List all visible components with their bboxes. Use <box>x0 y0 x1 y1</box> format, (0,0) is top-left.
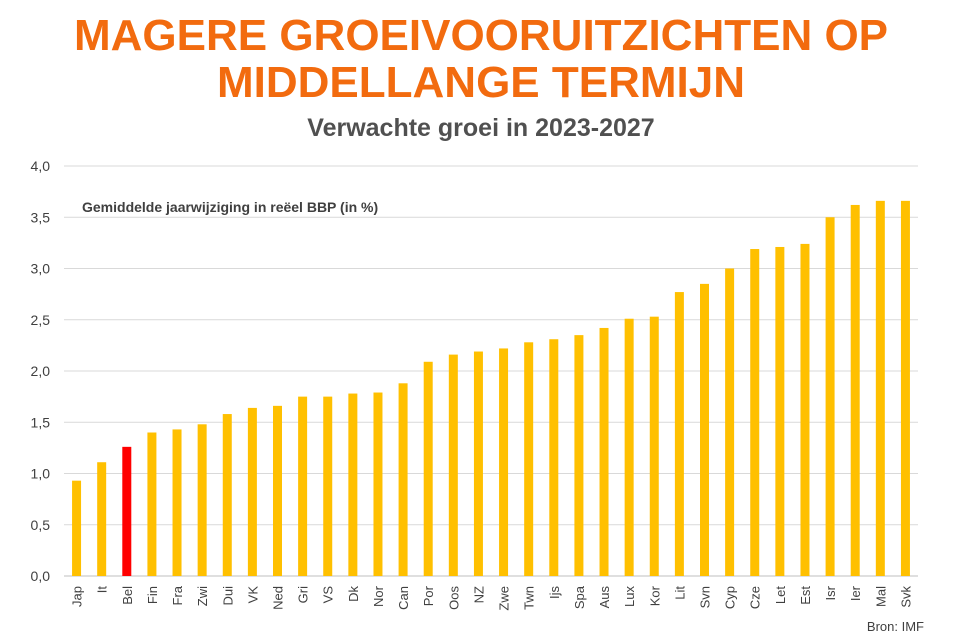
y-tick-label: 1,0 <box>31 466 51 482</box>
x-tick-label: Fra <box>170 585 185 605</box>
bar <box>122 446 132 576</box>
bar <box>448 354 458 576</box>
bar <box>624 318 634 576</box>
bar <box>247 407 257 576</box>
bar <box>197 424 207 576</box>
bar <box>499 348 509 576</box>
bar <box>850 204 860 576</box>
bar-chart: 0,0 0,5 1,0 1,5 2,0 2,5 3,0 3,5 4,0 Gemiddelde ja… <box>31 158 918 611</box>
title-line-2: MIDDELLANGE TERMIJN <box>217 58 745 107</box>
x-tick-label: Ijs <box>547 586 562 600</box>
bar <box>147 432 157 576</box>
x-tick-label: Lux <box>622 586 637 607</box>
bar <box>172 429 182 576</box>
chart-annotation: Gemiddelde jaarwijziging in reëel BBP (i… <box>82 199 378 215</box>
bar <box>423 361 433 576</box>
x-tick-label: Svk <box>898 586 913 608</box>
bar <box>549 339 559 576</box>
x-tick-label: Zwi <box>195 586 210 606</box>
y-tick-label: 3,5 <box>31 209 51 225</box>
x-tick-label: Twn <box>522 586 537 610</box>
chart-subtitle: Verwachte groei in 2023-2027 <box>307 114 655 142</box>
x-tick-label: Nor <box>371 585 386 607</box>
title-line-1: MAGERE GROEIVOORUITZICHTEN OP <box>73 11 889 60</box>
bar <box>373 392 383 576</box>
bar <box>800 243 810 576</box>
bar <box>674 292 684 576</box>
bar <box>473 351 483 576</box>
x-tick-label: Jap <box>70 586 85 607</box>
bar <box>649 316 659 576</box>
bar <box>700 283 709 576</box>
x-tick-label: Zwe <box>497 586 512 611</box>
y-tick-label: 3,0 <box>31 261 51 277</box>
bar <box>524 342 534 576</box>
bar <box>825 217 835 576</box>
bar <box>273 405 282 576</box>
bar <box>222 414 232 576</box>
bar <box>900 200 910 576</box>
x-tick-label: VK <box>245 586 260 604</box>
x-tick-label: Por <box>421 585 436 606</box>
x-tick-label: Cyp <box>723 586 738 609</box>
x-tick-label: NZ <box>471 586 486 603</box>
x-tick-label: Mal <box>873 586 888 607</box>
x-tick-label: Gri <box>296 586 311 603</box>
bar <box>775 246 785 576</box>
bar <box>348 393 358 576</box>
y-tick-label: 2,5 <box>31 312 51 328</box>
x-tick-label: Isr <box>823 585 838 600</box>
bar <box>298 396 308 576</box>
x-tick-label: Lit <box>672 586 687 600</box>
bar <box>398 383 408 576</box>
y-tick-label: 4,0 <box>31 158 51 174</box>
y-tick-label: 0,5 <box>31 517 51 533</box>
bar <box>97 462 107 576</box>
x-tick-label: Kor <box>647 585 662 606</box>
bar <box>875 200 885 576</box>
x-tick-label: Est <box>798 586 813 605</box>
chart-title: MAGERE GROEIVOORUITZICHTEN OP MIDDELLANG… <box>0 12 962 106</box>
y-tick-label: 0,0 <box>31 568 51 584</box>
bar <box>323 396 333 576</box>
x-tick-label: It <box>95 586 110 594</box>
bar <box>599 327 609 576</box>
bar <box>72 480 82 576</box>
y-tick-label: 2,0 <box>31 363 51 379</box>
x-tick-label: Aus <box>597 586 612 609</box>
x-tick-label: Dk <box>346 586 361 602</box>
x-tick-label: Bel <box>120 586 135 605</box>
x-tick-label: Spa <box>572 585 587 609</box>
x-tick-label: Ned <box>271 586 286 610</box>
x-tick-label: Cze <box>748 586 763 609</box>
bar <box>750 249 760 576</box>
x-tick-label: Ier <box>848 585 863 601</box>
x-tick-label: Fin <box>145 586 160 604</box>
bar <box>725 268 735 576</box>
x-tick-label: VS <box>321 586 336 604</box>
y-tick-label: 1,5 <box>31 414 51 430</box>
x-tick-label: Svn <box>698 586 713 608</box>
x-tick-label: Oos <box>446 586 461 610</box>
x-tick-label: Dui <box>220 586 235 606</box>
bar <box>574 335 584 576</box>
x-tick-label: Can <box>396 586 411 610</box>
x-tick-label: Let <box>773 586 788 604</box>
source-note: Bron: IMF <box>866 619 924 634</box>
